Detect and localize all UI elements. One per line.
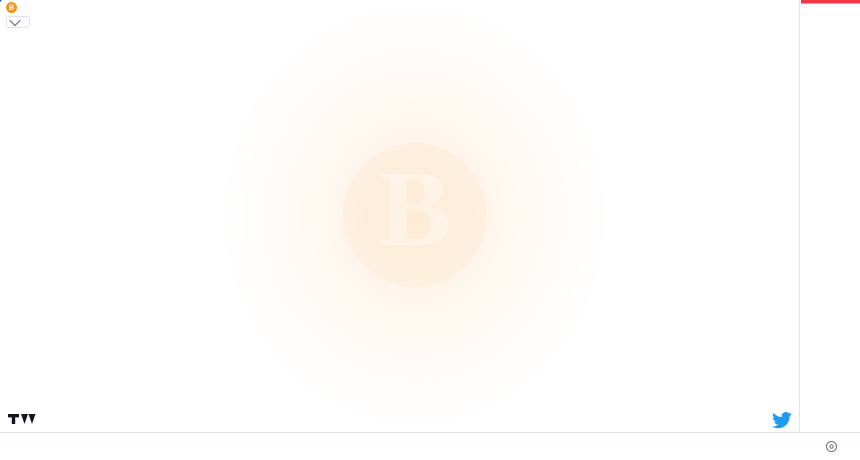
current-price-badge[interactable] bbox=[801, 0, 860, 4]
background-glow bbox=[220, 0, 610, 430]
twitter-watermark bbox=[771, 412, 798, 430]
svg-text:B: B bbox=[379, 150, 451, 269]
indicator-legend-row[interactable] bbox=[6, 14, 30, 28]
gear-icon[interactable] bbox=[825, 440, 838, 453]
bitcoin-watermark: B bbox=[343, 143, 487, 287]
twitter-bird-icon bbox=[771, 412, 792, 429]
chart-plot-area[interactable]: B bbox=[0, 0, 800, 432]
time-scale[interactable] bbox=[0, 432, 860, 460]
chevron-down-icon[interactable] bbox=[9, 14, 21, 27]
tradingview-logo[interactable] bbox=[8, 410, 36, 426]
chart-canvas[interactable]: B bbox=[0, 0, 800, 432]
price-scale[interactable] bbox=[799, 0, 860, 432]
